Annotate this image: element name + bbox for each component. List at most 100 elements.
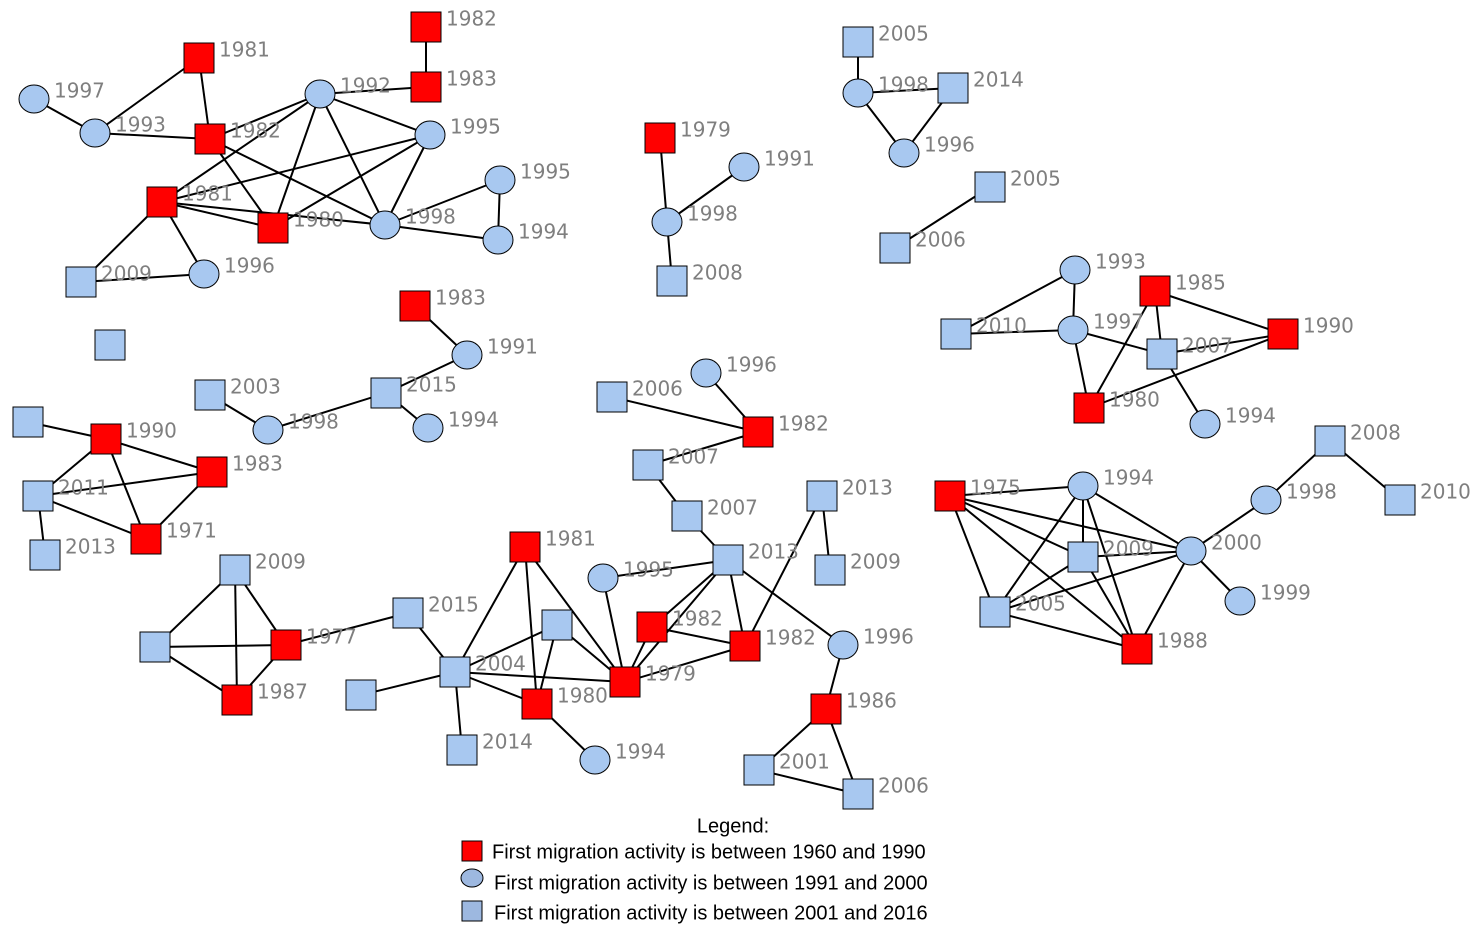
edge [319, 86, 427, 95]
node-label: 2006 [878, 774, 929, 798]
edge [267, 392, 387, 431]
node [1267, 318, 1299, 350]
node [728, 152, 760, 182]
node-label: 1998 [1286, 480, 1337, 504]
edge [272, 134, 431, 229]
node [1314, 425, 1346, 457]
edge [1082, 485, 1192, 552]
node [482, 225, 514, 255]
node [1146, 338, 1178, 370]
node-label: 2005 [1010, 167, 1061, 191]
node [369, 210, 401, 240]
node [484, 165, 516, 195]
node-label: 2011 [58, 476, 109, 500]
edge [105, 438, 147, 540]
edge [1082, 485, 1138, 650]
node-label: 1994 [1225, 404, 1276, 428]
edge [727, 559, 844, 646]
node-label: 2015 [406, 373, 457, 397]
node-label: 2007 [1182, 334, 1233, 358]
node [65, 266, 97, 298]
node-label: 1994 [615, 740, 666, 764]
node [130, 523, 162, 555]
node [888, 138, 920, 168]
edge [384, 179, 501, 226]
edge [105, 438, 213, 473]
node [221, 684, 253, 716]
edge [94, 132, 211, 140]
node-label: 2009 [1103, 537, 1154, 561]
node [743, 754, 775, 786]
edge [94, 57, 200, 134]
node [94, 329, 126, 361]
edge [37, 471, 213, 497]
edge [1082, 550, 1192, 558]
node-label: 2014 [973, 68, 1024, 92]
edge [161, 134, 431, 203]
node-label: 2010 [1420, 480, 1471, 504]
edge [624, 645, 746, 683]
node [609, 666, 641, 698]
node [410, 11, 442, 43]
node [509, 531, 541, 563]
node [194, 123, 226, 155]
node [1073, 392, 1105, 424]
node [1057, 315, 1089, 345]
node-label: 1991 [487, 335, 538, 359]
node-label: 1994 [448, 408, 499, 432]
node-label: 1995 [623, 558, 674, 582]
node-label: 2009 [101, 262, 152, 286]
edge [602, 559, 729, 579]
node-label: 1980 [557, 684, 608, 708]
edge [949, 495, 1192, 552]
node-label: 1990 [126, 419, 177, 443]
node [370, 377, 402, 409]
edge [949, 495, 996, 613]
node-label: 1993 [1095, 250, 1146, 274]
edge [994, 550, 1192, 613]
node-label: 2010 [976, 314, 1027, 338]
node [587, 563, 619, 593]
edge [524, 546, 538, 705]
node [139, 631, 171, 663]
node-label: 1990 [1303, 314, 1354, 338]
node-label: 1998 [687, 202, 738, 226]
node-label: 2001 [779, 750, 830, 774]
node-label: 1981 [545, 527, 596, 551]
node [690, 358, 722, 388]
node [194, 379, 226, 411]
node [257, 212, 289, 244]
legend-item: First migration activity is between 1960… [492, 841, 926, 863]
node [183, 42, 215, 74]
edge [857, 87, 954, 94]
node [188, 259, 220, 289]
edge [161, 201, 274, 229]
node-label: 1996 [726, 353, 777, 377]
edge [384, 134, 431, 226]
node-label: 1996 [863, 625, 914, 649]
edge [955, 329, 1074, 335]
node-label: 1996 [924, 133, 975, 157]
node [1384, 484, 1416, 516]
edge [994, 611, 1138, 650]
node [521, 688, 553, 720]
node-label: 1997 [1093, 310, 1144, 334]
node-label: 1977 [306, 625, 357, 649]
node [446, 734, 478, 766]
node-label: 1993 [115, 113, 166, 137]
node-label: 2009 [255, 550, 306, 574]
legend-icon [460, 868, 484, 888]
edge [949, 495, 1084, 558]
edge [285, 612, 409, 646]
node [842, 778, 874, 810]
node-label: 1996 [224, 254, 275, 278]
node [90, 423, 122, 455]
node-label: 2006 [915, 228, 966, 252]
node-label: 1980 [293, 208, 344, 232]
node-label: 1997 [54, 79, 105, 103]
edge [949, 485, 1084, 497]
node-label: 2007 [668, 445, 719, 469]
node-label: 2003 [230, 375, 281, 399]
node-label: 1982 [765, 626, 816, 650]
